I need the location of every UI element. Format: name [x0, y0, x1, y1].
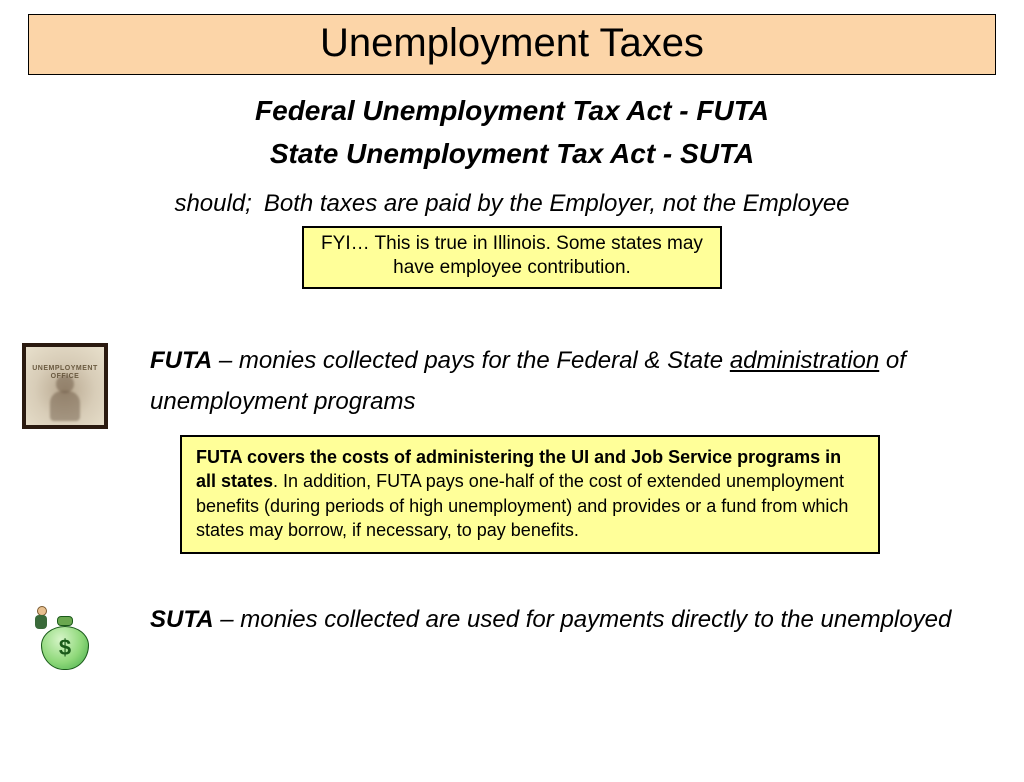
title-bar: Unemployment Taxes [28, 14, 996, 75]
futa-row: UNEMPLOYMENT OFFICE FUTA – monies collec… [0, 341, 1024, 429]
futa-detail-note-box: FUTA covers the costs of administering t… [180, 435, 880, 554]
page-title: Unemployment Taxes [320, 21, 704, 65]
suta-text: SUTA – monies collected are used for pay… [150, 600, 1024, 641]
suta-row: $ SUTA – monies collected are used for p… [0, 600, 1024, 670]
futa-text: FUTA – monies collected pays for the Fed… [150, 341, 1024, 423]
bullet-both-taxes: should;Both taxes are paid by the Emplo… [0, 190, 1024, 218]
fyi-note-text: FYI… This is true in Illinois. Some stat… [321, 233, 703, 279]
money-bag-icon: $ [0, 600, 130, 670]
fyi-note-box: FYI… This is true in Illinois. Some stat… [302, 226, 722, 289]
futa-note-rest: . In addition, FUTA pays one-half of the… [196, 471, 848, 540]
subtitle-suta: State Unemployment Tax Act - SUTA [0, 132, 1024, 175]
subtitle-block: Federal Unemployment Tax Act - FUTA Stat… [0, 89, 1024, 176]
subtitle-futa: Federal Unemployment Tax Act - FUTA [0, 89, 1024, 132]
unemployment-office-image: UNEMPLOYMENT OFFICE [0, 341, 130, 429]
